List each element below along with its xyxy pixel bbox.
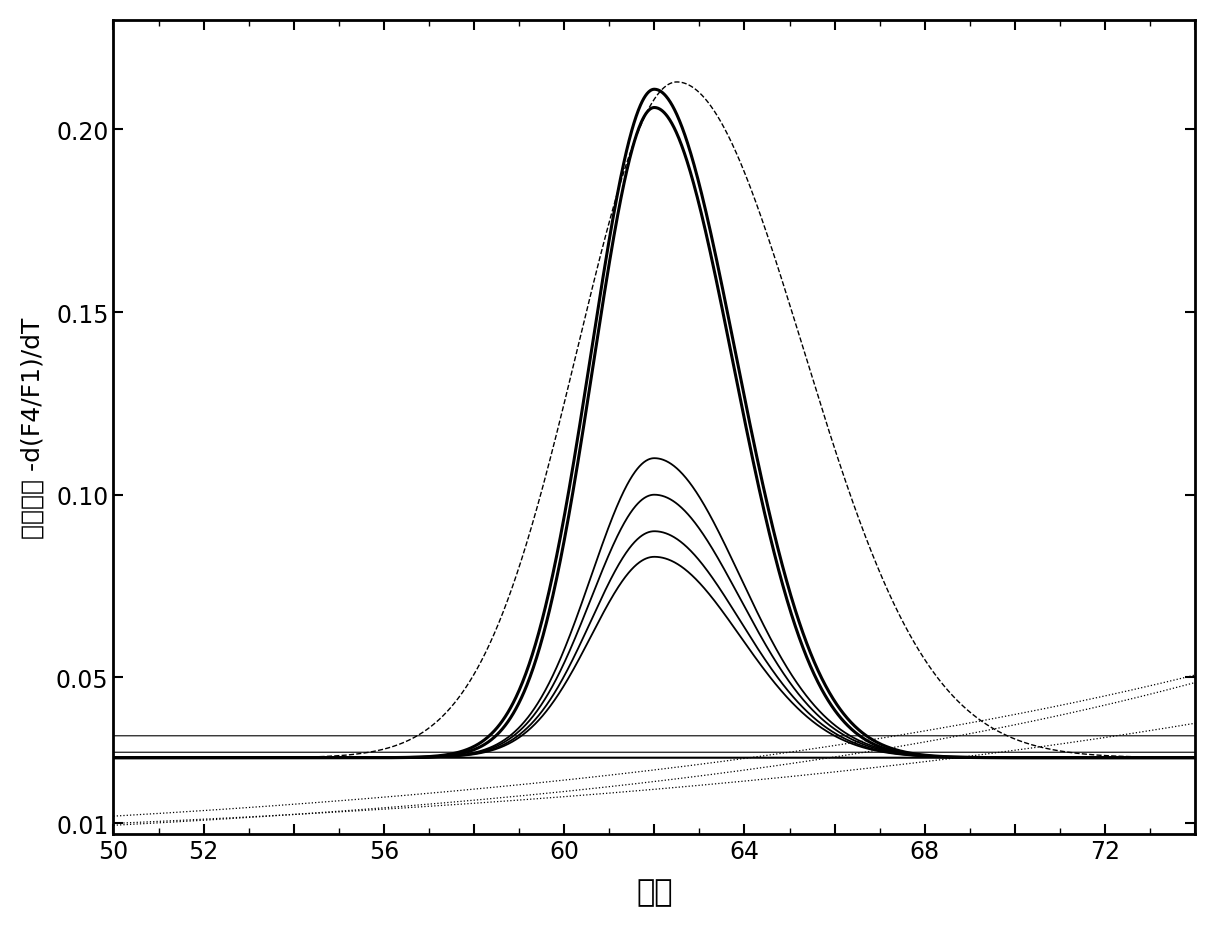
X-axis label: 温度: 温度 bbox=[636, 877, 672, 907]
Y-axis label: 荧光强度 -d(F4/F1)/dT: 荧光强度 -d(F4/F1)/dT bbox=[21, 317, 45, 539]
